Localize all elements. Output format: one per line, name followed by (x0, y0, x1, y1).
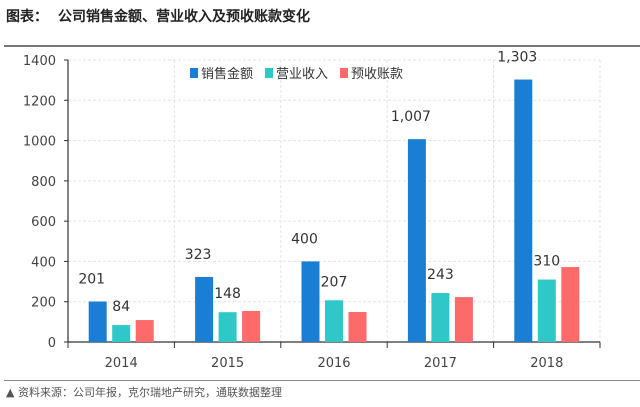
x-tick-label: 2018 (530, 356, 563, 371)
x-tick-label: 2015 (211, 356, 244, 371)
data-label: 243 (427, 267, 454, 283)
bar-2018-2 (561, 267, 580, 342)
triangle-icon: ▲ (6, 386, 15, 399)
x-tick-label: 2017 (424, 356, 457, 371)
bottom-divider (4, 380, 640, 381)
bar-2014-2 (135, 320, 154, 342)
y-tick-label: 1000 (23, 135, 56, 150)
source-note: ▲ 资料来源：公司年报，克尔瑞地产研究，通联数据整理 (6, 384, 282, 400)
data-label: 323 (185, 247, 212, 263)
y-tick-label: 1400 (23, 54, 56, 69)
data-label: 1,303 (497, 50, 537, 66)
caption-title: 公司销售金额、营业收入及预收账款变化 (58, 9, 310, 25)
bar-2016-0 (301, 261, 320, 342)
bar-2017-1 (431, 293, 450, 342)
y-tick-label: 1200 (23, 94, 56, 109)
y-tick-label: 400 (31, 255, 56, 270)
legend-label: 营业收入 (276, 67, 328, 82)
bar-2016-2 (348, 311, 367, 342)
data-label: 148 (214, 286, 241, 302)
data-label: 84 (112, 299, 130, 315)
data-label: 201 (78, 272, 105, 288)
chart-caption: 图表： 公司销售金额、营业收入及预收账款变化 (6, 6, 310, 26)
legend-label: 预收账款 (351, 67, 403, 82)
legend-label: 销售金额 (201, 66, 253, 82)
y-tick-label: 0 (48, 336, 56, 351)
bar-2014-1 (112, 325, 131, 342)
bar-2017-0 (407, 139, 426, 342)
legend-swatch (340, 68, 348, 78)
bar-2017-2 (454, 297, 473, 342)
bar-2015-2 (242, 310, 261, 342)
bar-2018-0 (514, 79, 533, 342)
caption-label: 图表： (6, 9, 48, 25)
source-text: 资料来源：公司年报，克尔瑞地产研究，通联数据整理 (17, 386, 282, 399)
x-tick-label: 2014 (105, 356, 138, 371)
bar-2016-1 (325, 300, 343, 342)
data-label: 400 (291, 231, 318, 247)
legend-swatch (265, 68, 273, 78)
data-label: 310 (533, 254, 560, 270)
bar-2015-0 (195, 276, 214, 342)
data-label: 207 (321, 274, 348, 290)
legend-swatch (190, 68, 198, 78)
bar-2018-1 (537, 279, 556, 342)
y-tick-label: 600 (31, 215, 56, 230)
x-tick-label: 2016 (317, 356, 350, 371)
y-tick-label: 200 (31, 296, 56, 311)
bar-2014-0 (88, 301, 107, 342)
y-tick-label: 800 (31, 175, 56, 190)
bar-2015-1 (218, 312, 237, 342)
top-divider (4, 45, 640, 47)
data-label: 1,007 (391, 109, 431, 125)
